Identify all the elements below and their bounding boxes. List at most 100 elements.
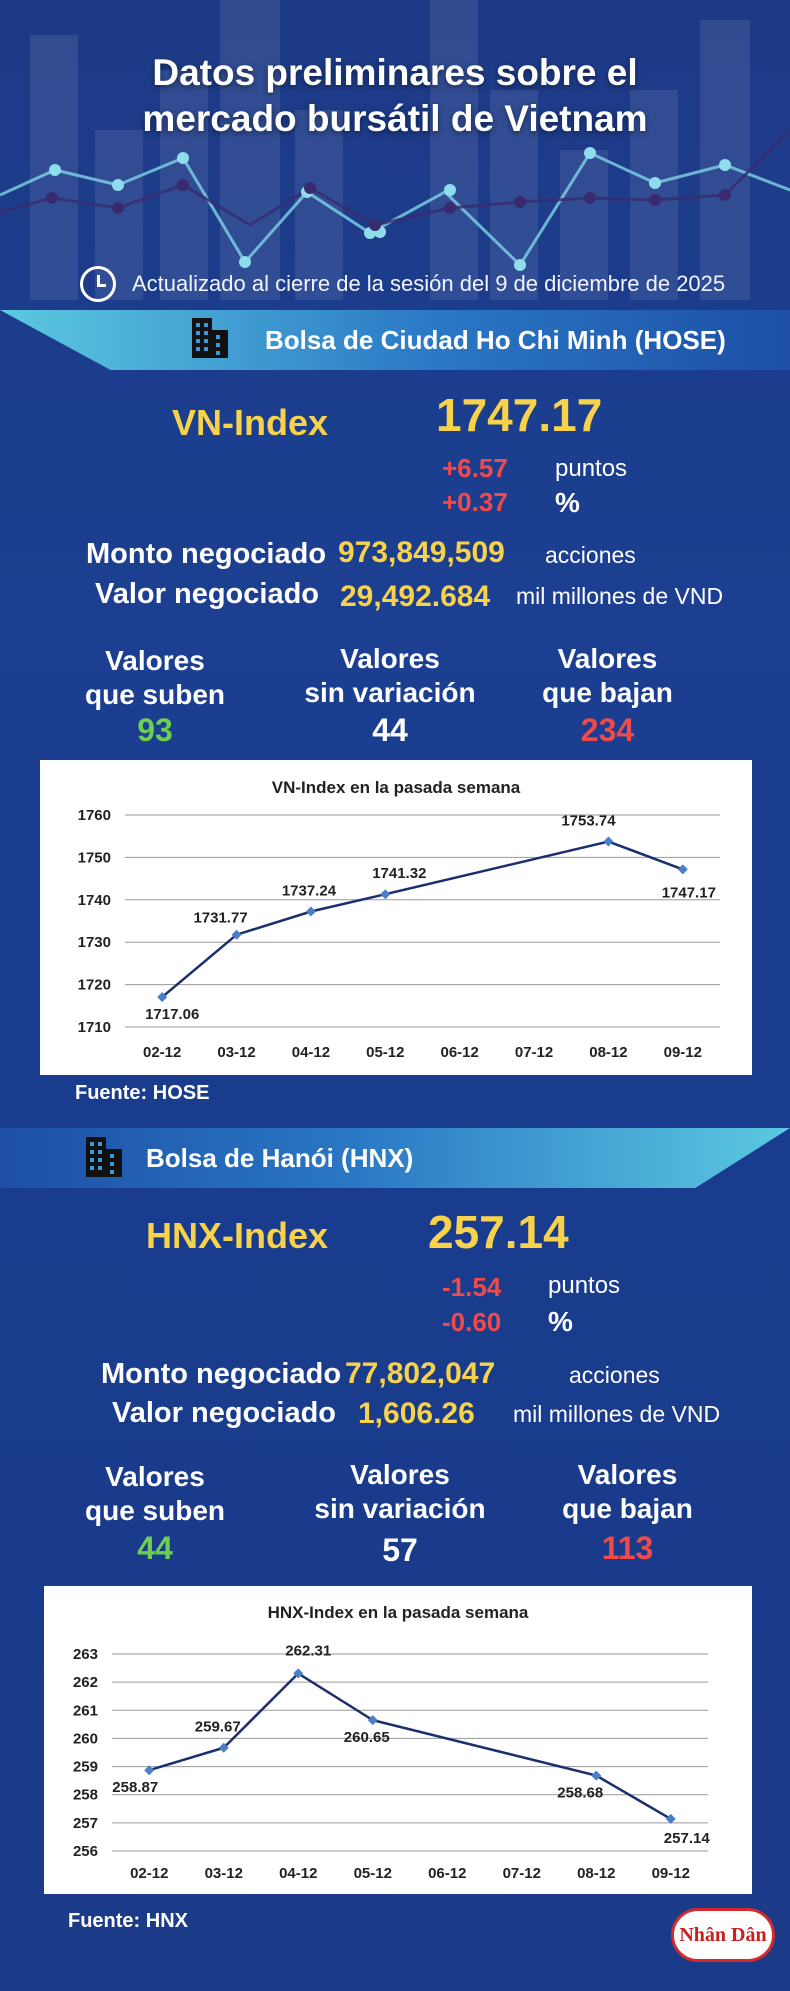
hose-volume-label: Monto negociado xyxy=(86,538,327,570)
x-tick-label: 07-12 xyxy=(503,1865,541,1882)
hnx-banner xyxy=(0,1128,790,1188)
x-tick-label: 02-12 xyxy=(130,1865,168,1882)
data-label: 258.68 xyxy=(557,1785,603,1802)
hose-up-label: Valores que suben xyxy=(70,644,240,712)
data-label: 1731.77 xyxy=(193,910,247,927)
hose-change-pct-unit: % xyxy=(555,487,580,518)
hnx-change-points: -1.54 xyxy=(442,1272,502,1302)
page-title: Datos preliminares sobre el mercado burs… xyxy=(0,50,790,142)
y-tick-label: 262 xyxy=(73,1674,98,1691)
y-tick-label: 258 xyxy=(73,1787,98,1804)
hero-bar xyxy=(430,0,478,300)
chart-title: HNX-Index en la pasada semana xyxy=(268,1603,529,1622)
hose-flat-value: 44 xyxy=(372,712,408,748)
hose-change-points: +6.57 xyxy=(442,453,508,483)
hnx-change-pct-unit: % xyxy=(548,1306,573,1337)
hose-flat-label: Valores sin variación xyxy=(290,642,490,710)
chart-svg: VN-Index en la pasada semana 1710 1720 1730… xyxy=(78,778,720,1061)
y-tick-label: 256 xyxy=(73,1843,98,1860)
nhan-dan-logo: Nhân Dân xyxy=(671,1908,775,1962)
x-tick-label: 02-12 xyxy=(143,1044,181,1061)
data-point xyxy=(144,1765,155,1776)
chart-title: VN-Index en la pasada semana xyxy=(272,778,521,797)
x-tick-label: 09-12 xyxy=(664,1044,702,1061)
hnx-change-points-unit: puntos xyxy=(548,1272,621,1299)
hnx-change-pct: -0.60 xyxy=(442,1307,502,1337)
data-label: 1741.32 xyxy=(372,865,426,882)
hnx-up-label-2: que suben xyxy=(84,1495,225,1526)
hose-index-name: VN-Index xyxy=(172,402,329,443)
chart-svg: HNX-Index en la pasada semana 256 257 258 25… xyxy=(73,1603,711,1882)
hose-volume-unit: acciones xyxy=(545,542,636,568)
hose-down-label: Valores que bajan xyxy=(520,642,695,710)
hnx-flat-label-1: Valores xyxy=(350,1459,450,1490)
hose-change-pct: +0.37 xyxy=(442,487,508,517)
hnx-index-name: HNX-Index xyxy=(146,1215,329,1256)
y-tick-label: 1760 xyxy=(78,807,111,824)
hnx-source: Fuente: HNX xyxy=(68,1910,188,1932)
data-label: 259.67 xyxy=(195,1719,241,1736)
y-tick-label: 261 xyxy=(73,1702,98,1719)
hose-banner-title: Bolsa de Ciudad Ho Chi Minh (HOSE) xyxy=(265,325,726,355)
y-tick-label: 1710 xyxy=(78,1019,111,1036)
hero-bar xyxy=(560,150,608,300)
building-icon xyxy=(192,318,228,358)
hose-up-label-1: Valores xyxy=(105,645,205,676)
data-label: 1737.24 xyxy=(282,883,337,900)
hnx-flat-value: 57 xyxy=(382,1532,418,1568)
hose-down-value: 234 xyxy=(580,712,635,748)
hose-up-label-2: que suben xyxy=(84,679,225,710)
hero-lines xyxy=(0,128,790,271)
x-tick-label: 05-12 xyxy=(354,1865,392,1882)
y-tick-label: 259 xyxy=(73,1759,98,1776)
hnx-index-value: 257.14 xyxy=(428,1206,569,1258)
x-tick-label: 08-12 xyxy=(589,1044,627,1061)
hose-value-unit: mil millones de VND xyxy=(516,583,724,609)
hose-banner xyxy=(0,310,790,370)
logo-text: Nhân Dân xyxy=(679,1923,767,1946)
hose-up-value: 93 xyxy=(137,712,173,748)
data-point xyxy=(157,992,168,1003)
hose-volume-value: 973,849,509 xyxy=(338,536,505,569)
hero-bar xyxy=(295,110,343,300)
data-label: 257.14 xyxy=(664,1830,711,1847)
hnx-banner-title: Bolsa de Hanói (HNX) xyxy=(146,1143,414,1173)
hnx-volume-value: 77,802,047 xyxy=(345,1357,496,1390)
building-icon xyxy=(86,1137,122,1177)
hnx-up-label-1: Valores xyxy=(105,1461,205,1492)
x-tick-label: 09-12 xyxy=(652,1865,690,1882)
hnx-volume-label: Monto negociado xyxy=(101,1358,342,1390)
data-point xyxy=(603,836,614,847)
hose-change-points-unit: puntos xyxy=(555,455,628,482)
data-point xyxy=(305,906,316,917)
hose-source: Fuente: HOSE xyxy=(75,1082,210,1104)
y-tick-label: 260 xyxy=(73,1730,98,1747)
x-tick-label: 07-12 xyxy=(515,1044,553,1061)
data-label: 262.31 xyxy=(285,1642,331,1659)
x-tick-label: 06-12 xyxy=(441,1044,479,1061)
y-tick-label: 1750 xyxy=(78,849,111,866)
hose-value-value: 29,492.684 xyxy=(340,580,491,613)
series-line xyxy=(161,840,684,999)
hnx-value-value: 1,606.26 xyxy=(358,1397,475,1430)
y-tick-label: 1720 xyxy=(78,977,111,994)
hose-flat-label-1: Valores xyxy=(340,643,440,674)
hnx-down-label-1: Valores xyxy=(577,1459,678,1490)
series-line xyxy=(148,1671,672,1820)
x-tick-label: 04-12 xyxy=(292,1044,330,1061)
hose-down-label-1: Valores xyxy=(557,643,658,674)
data-point xyxy=(665,1813,676,1824)
hnx-up-label: Valores que suben xyxy=(70,1460,240,1528)
x-tick-label: 05-12 xyxy=(366,1044,404,1061)
hnx-volume-unit: acciones xyxy=(569,1362,660,1388)
hero-bar xyxy=(220,0,280,300)
y-tick-label: 1730 xyxy=(78,934,111,951)
updated-text: Actualizado al cierre de la sesión del 9… xyxy=(132,271,726,296)
data-label: 1753.74 xyxy=(561,813,616,830)
y-tick-label: 257 xyxy=(73,1815,98,1832)
x-tick-label: 03-12 xyxy=(205,1865,243,1882)
hose-down-label-2: que bajan xyxy=(542,677,673,708)
x-tick-label: 04-12 xyxy=(279,1865,317,1882)
hnx-down-value: 113 xyxy=(601,1530,654,1566)
hose-value-label: Valor negociado xyxy=(95,578,319,610)
